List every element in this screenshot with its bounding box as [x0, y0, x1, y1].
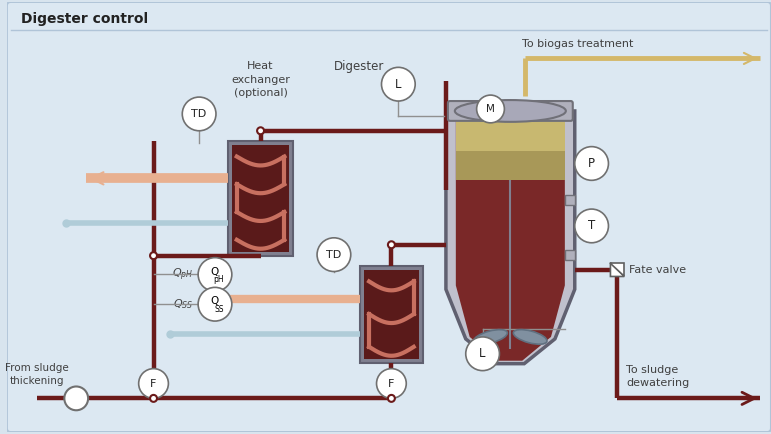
- Circle shape: [182, 97, 216, 131]
- Circle shape: [574, 209, 608, 243]
- FancyBboxPatch shape: [448, 101, 573, 121]
- FancyBboxPatch shape: [565, 195, 574, 205]
- FancyBboxPatch shape: [565, 250, 574, 260]
- Circle shape: [198, 258, 232, 291]
- Text: TD: TD: [191, 109, 207, 119]
- FancyBboxPatch shape: [364, 270, 419, 359]
- Polygon shape: [611, 263, 625, 276]
- Circle shape: [198, 287, 232, 321]
- Circle shape: [257, 127, 264, 134]
- Text: Fate valve: Fate valve: [629, 265, 686, 275]
- FancyBboxPatch shape: [232, 145, 289, 252]
- Circle shape: [476, 95, 504, 123]
- Circle shape: [388, 395, 395, 402]
- Ellipse shape: [513, 330, 547, 344]
- Text: SS: SS: [214, 305, 224, 314]
- Text: F: F: [389, 378, 395, 388]
- Text: To sludge
dewatering: To sludge dewatering: [626, 365, 689, 388]
- Text: $Q_{SS}$: $Q_{SS}$: [173, 297, 194, 311]
- Text: L: L: [395, 78, 402, 91]
- Text: pH: pH: [214, 275, 224, 284]
- Circle shape: [466, 337, 500, 371]
- Circle shape: [388, 241, 395, 248]
- Text: TD: TD: [326, 250, 342, 260]
- Text: Heat
exchanger
(optional): Heat exchanger (optional): [231, 61, 290, 98]
- Polygon shape: [446, 111, 574, 364]
- Text: Q: Q: [210, 266, 219, 276]
- Text: T: T: [588, 220, 595, 233]
- FancyBboxPatch shape: [228, 141, 293, 256]
- Circle shape: [382, 67, 416, 101]
- FancyBboxPatch shape: [7, 2, 771, 432]
- Text: $Q_{pH}$: $Q_{pH}$: [172, 266, 194, 283]
- Text: L: L: [480, 347, 486, 360]
- Circle shape: [64, 387, 88, 410]
- Polygon shape: [456, 119, 565, 181]
- Circle shape: [150, 395, 157, 402]
- Text: From sludge
thickening: From sludge thickening: [5, 363, 69, 387]
- Ellipse shape: [473, 330, 507, 344]
- Polygon shape: [456, 119, 565, 361]
- Polygon shape: [456, 119, 565, 151]
- FancyBboxPatch shape: [360, 266, 423, 363]
- Text: M: M: [486, 104, 495, 114]
- Circle shape: [376, 368, 406, 398]
- Circle shape: [150, 252, 157, 259]
- Circle shape: [317, 238, 351, 272]
- Text: Digester control: Digester control: [21, 12, 148, 26]
- Text: To biogas treatment: To biogas treatment: [522, 39, 634, 49]
- Circle shape: [139, 368, 168, 398]
- Text: Q: Q: [210, 296, 219, 306]
- Text: F: F: [150, 378, 157, 388]
- Circle shape: [574, 147, 608, 181]
- Ellipse shape: [455, 100, 566, 122]
- Polygon shape: [611, 263, 625, 276]
- Text: Digester: Digester: [334, 60, 384, 73]
- Text: P: P: [588, 157, 595, 170]
